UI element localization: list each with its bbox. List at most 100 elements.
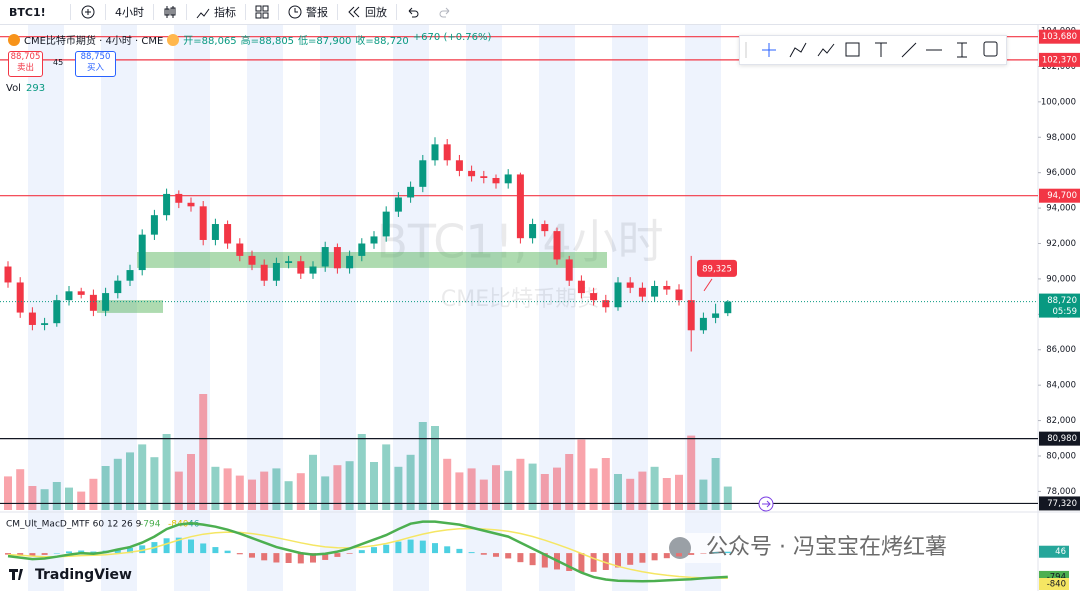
candle-body [553,231,561,260]
candle-body [77,291,85,295]
macd-histogram [17,553,24,556]
macd-histogram [712,552,719,554]
macd-histogram [163,538,170,554]
indicators-button[interactable]: 指标 [187,4,246,20]
volume-bar [223,468,232,510]
account-watermark: 公众号 · 冯宝宝在烤红薯 [706,535,947,560]
candle-body [504,174,512,184]
volume-bar [479,479,488,510]
chart-type-button[interactable] [154,4,187,20]
volume-bar [626,478,635,510]
indicators: 指标 [214,6,236,19]
candle-body [150,215,158,235]
macd-histogram [456,548,463,554]
candle-body [687,300,695,331]
delay-badge [167,33,180,46]
series-legend: CME比特币期货 · 4小时 · CME 开=88,065 高=88,805 低=8… [8,32,491,47]
macd-histogram [66,551,72,554]
candle-body [651,286,659,297]
candle-body [126,270,134,281]
macd-axis-label: -794 [1047,572,1066,582]
icon [439,7,450,18]
compare-button[interactable] [71,4,106,20]
macd-line [7,520,728,583]
candle-body [175,193,183,203]
volume-bar [211,466,220,510]
macd-histogram [5,553,11,555]
sell-label: 卖出 [16,63,34,73]
candle-body [699,317,707,331]
price-tool[interactable] [983,41,998,57]
volume-bar [162,434,171,510]
symbol-search[interactable]: BTC1! [0,4,71,20]
volume-bar [138,444,147,510]
price-line-label: 80,980 [1047,434,1077,444]
price-line-tag [1039,496,1080,511]
volume-bar [4,476,12,510]
volume-bar [52,482,61,510]
macd-histogram [29,553,36,557]
price-line-label: 102,370 [1042,55,1077,65]
macd-histogram [615,553,621,568]
sell-button[interactable]: 88,705 卖出 [8,51,43,77]
volume-bar [455,472,464,510]
ohlc-values: 开=88,065 高=88,805 低=87,900 收=88,720 +670 (+0… [183,32,491,47]
candle-body [65,291,73,301]
candle-body [297,261,305,274]
session-band [539,25,575,591]
candle-body [260,264,268,281]
ohlc-item: 低=87,900 [298,36,352,47]
session-band [320,25,356,591]
candle-body [626,282,634,288]
candle-body [138,234,146,271]
buy-button[interactable]: 88,750 买入 [75,51,116,77]
y-tick-label: 80,000 [1046,451,1076,461]
brush-tool[interactable] [789,42,807,58]
candle-body [638,287,646,297]
alerts-button[interactable]: 警报 [279,4,338,20]
macd-histogram [578,553,585,573]
redo-button[interactable] [429,4,461,20]
sell-price: 88,705 [10,52,41,62]
macd-histogram [78,550,85,554]
icon [288,5,302,19]
undo-button[interactable] [397,4,429,20]
volume-bar [638,471,647,510]
volume-bar [357,434,366,510]
zone [137,252,607,268]
crosshair-tool[interactable] [762,43,776,57]
candle-body [370,236,378,244]
replay-button[interactable]: 回放 [338,4,397,20]
pattern-tool[interactable] [817,43,835,57]
macd-histogram [139,545,146,554]
volume-bar [272,468,281,510]
text-tool[interactable] [875,42,887,57]
range-tool[interactable] [957,42,967,58]
ohlc-item: +670 (+0.76%) [412,32,492,43]
macd-histogram [468,552,475,554]
macd-histogram [114,548,121,554]
ohlc-item: 开=88,065 [183,36,237,47]
candle-body [675,289,683,301]
line-tool[interactable] [901,42,917,58]
replay: 回放 [365,6,387,19]
volume-bar [187,454,195,510]
volume-bar [345,461,354,510]
candle-body [492,177,500,184]
volume-bar [553,467,561,510]
candle-body [333,247,341,269]
macd-histogram [53,553,60,554]
price-line-label: 94,700 [1047,191,1077,201]
volume-bar [711,458,720,510]
layouts-button[interactable] [246,4,279,20]
volume-bar [65,487,73,510]
interval-button[interactable]: 4小时 [106,4,154,20]
last-price-label: 88,720 [1047,296,1077,306]
macd-value: -794 [140,520,161,530]
rect-tool[interactable] [845,42,860,57]
volume-bar [614,474,622,510]
wechat-icon [669,537,691,559]
volume-bar [589,468,598,510]
